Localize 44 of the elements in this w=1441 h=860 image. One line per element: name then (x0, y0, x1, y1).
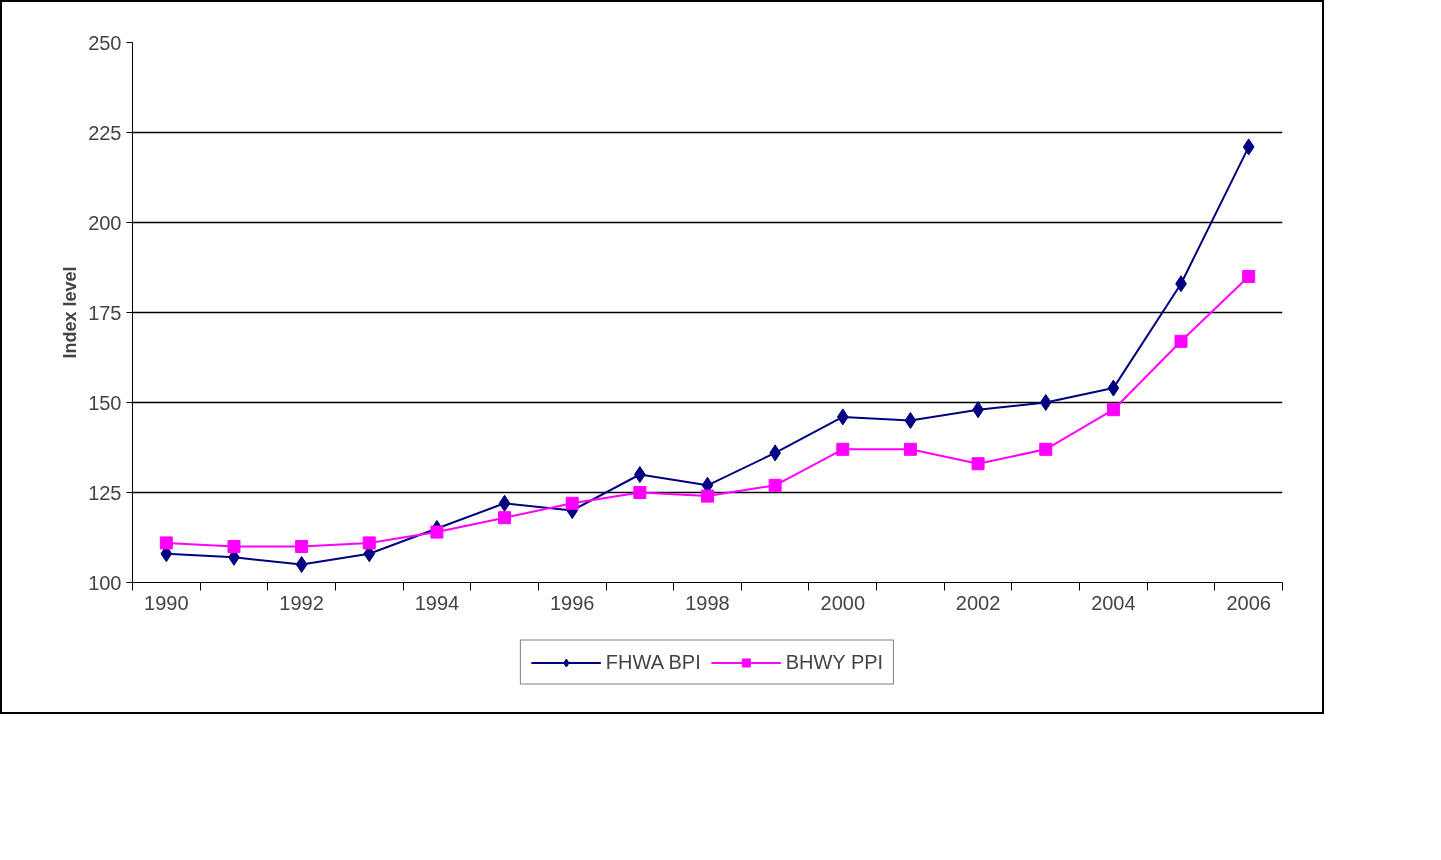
x-tick-label: 1992 (279, 591, 324, 614)
point (227, 540, 241, 553)
point (565, 496, 579, 510)
point (1242, 138, 1255, 156)
x-tick-label: 1998 (685, 591, 730, 614)
point (701, 489, 714, 503)
x-tick-label: 1996 (549, 591, 595, 614)
y-tick-label: 100 (88, 571, 122, 594)
x-tick-label: 2004 (1091, 591, 1136, 614)
y-axis-title: Index level (60, 266, 81, 359)
point (836, 442, 850, 456)
point (362, 536, 376, 550)
point (295, 556, 308, 573)
point (1106, 403, 1120, 417)
y-tick-label: 150 (88, 391, 122, 414)
x-tick-label: 2000 (820, 591, 866, 614)
point (634, 466, 646, 483)
point (904, 412, 917, 429)
point (1242, 270, 1256, 283)
y-tick-label: 250 (88, 31, 122, 54)
point (159, 536, 173, 550)
point (1107, 379, 1120, 397)
y-tick-label: 125 (88, 481, 122, 504)
legend-label: FHWA BPI (605, 650, 701, 674)
point (768, 478, 782, 492)
y-tick-label: 225 (88, 121, 122, 144)
y-tick-label: 175 (88, 301, 122, 324)
x-tick-label: 1990 (144, 591, 189, 614)
point (971, 457, 985, 471)
point (903, 442, 917, 456)
point (1174, 334, 1188, 348)
x-tick-label: 2006 (1226, 591, 1271, 614)
point (836, 408, 849, 426)
legend-label: BHWY PPI (785, 650, 884, 674)
point (498, 511, 512, 525)
point (1039, 442, 1053, 456)
point (633, 486, 647, 499)
x-tick-label: 1994 (414, 591, 460, 614)
point (1039, 394, 1052, 411)
point (295, 540, 309, 553)
point (430, 525, 444, 539)
point (498, 494, 511, 512)
x-tick-label: 2002 (955, 591, 1001, 614)
y-tick-label: 200 (88, 211, 122, 234)
